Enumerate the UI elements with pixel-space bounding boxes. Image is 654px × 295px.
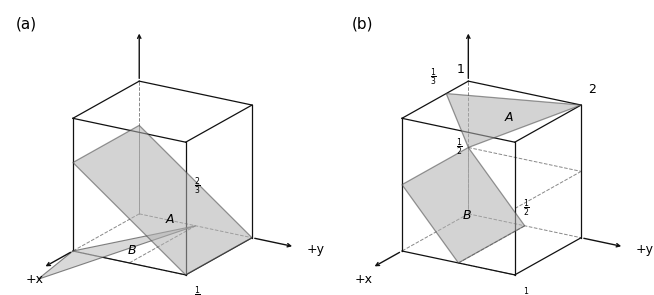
Text: $\frac{1}{3}$: $\frac{1}{3}$	[430, 67, 437, 88]
Text: A: A	[166, 213, 175, 226]
Text: (a): (a)	[16, 17, 37, 32]
Polygon shape	[38, 226, 196, 279]
Polygon shape	[73, 125, 252, 275]
Text: +x: +x	[354, 273, 373, 286]
Polygon shape	[402, 148, 525, 263]
Text: $\frac{1}{2}$: $\frac{1}{2}$	[523, 198, 530, 219]
Text: +y: +y	[635, 243, 653, 256]
Text: $\frac{1}{2}$: $\frac{1}{2}$	[194, 284, 201, 295]
Text: $\frac{2}{3}$: $\frac{2}{3}$	[194, 176, 201, 197]
Polygon shape	[446, 94, 581, 148]
Text: +y: +y	[306, 243, 324, 256]
Text: +x: +x	[26, 273, 43, 286]
Text: 1: 1	[456, 63, 464, 76]
Text: A: A	[504, 111, 513, 124]
Text: (b): (b)	[351, 17, 373, 32]
Text: $\frac{1}{2}$: $\frac{1}{2}$	[523, 286, 530, 295]
Text: B: B	[128, 244, 136, 257]
Text: $\frac{1}{2}$: $\frac{1}{2}$	[456, 137, 463, 158]
Text: B: B	[462, 209, 471, 222]
Text: 2: 2	[588, 83, 596, 96]
